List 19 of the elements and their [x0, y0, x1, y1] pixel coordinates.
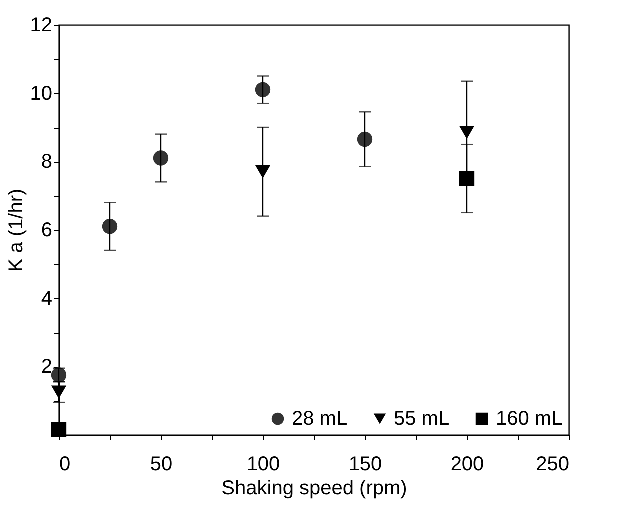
x-tick-label: 200: [450, 454, 484, 476]
x-axis-title: Shaking speed (rpm): [222, 478, 408, 500]
x-tick-label: 0: [60, 454, 71, 476]
y-tick-label: 4: [41, 288, 52, 310]
point: [51, 386, 67, 399]
y-tick-label: 6: [41, 220, 52, 242]
y-tick-label: 8: [41, 151, 52, 174]
x-tick-label: 50: [150, 454, 173, 476]
x-tick-label: 250: [536, 454, 570, 476]
legend-label: 28 mL: [292, 408, 348, 430]
y-tick-label: 10: [30, 82, 52, 105]
y-axis-title: K a (1/hr): [5, 188, 28, 272]
x-tick-label: 150: [348, 454, 382, 476]
legend-label: 160 mL: [496, 408, 563, 430]
point: [459, 171, 475, 186]
legend-label: 55 mL: [394, 408, 450, 430]
y-tick-label: 12: [30, 14, 52, 36]
x-tick-label: 100: [246, 454, 280, 476]
y-tick-label: 2: [41, 356, 52, 378]
